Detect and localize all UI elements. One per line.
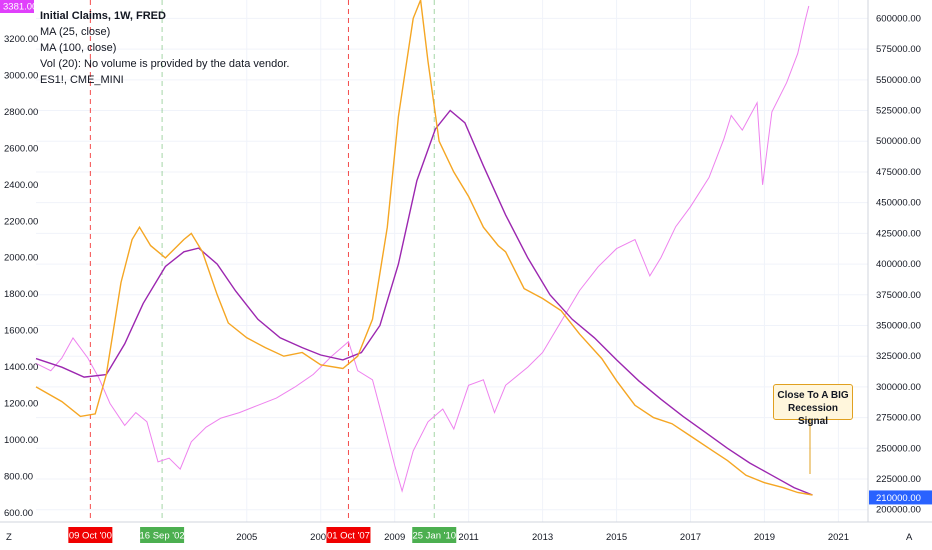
callout-line-2: Recession Signal	[787, 403, 839, 427]
callout-line-1: Close To A BIG	[777, 390, 849, 401]
left-axis-tick-label: 2600.00	[4, 143, 38, 154]
left-axis-tick-label: 1400.00	[4, 362, 38, 373]
right-axis-tick-label: 500000.00	[876, 136, 921, 147]
right-axis-tick-label: 600000.00	[876, 13, 921, 24]
legend-ma100[interactable]: MA (100, close)	[40, 42, 117, 54]
time-axis-date-badge-text: 16 Sep '02	[140, 531, 185, 542]
right-axis-tick-label: 525000.00	[876, 106, 921, 117]
left-axis-tick-label: 2400.00	[4, 180, 38, 191]
time-axis-date-badge	[68, 527, 113, 543]
series-line-ma-100-close-	[35, 109, 813, 496]
right-axis-tick-label: 350000.00	[876, 320, 921, 331]
time-axis-tick-label: 2017	[680, 532, 701, 543]
series-lines	[35, 0, 813, 496]
legend-volume[interactable]: Vol (20): No volume is provided by the d…	[40, 58, 290, 70]
time-axis-tick-label: 2021	[828, 532, 849, 543]
time-axis-date-badge	[412, 527, 457, 543]
left-axis-current-badge	[0, 0, 34, 13]
legend-ma25[interactable]: MA (25, close)	[40, 26, 111, 38]
time-axis-date-badge	[326, 527, 371, 543]
right-axis-tick-label: 275000.00	[876, 413, 921, 424]
left-axis-tick-label: 800.00	[4, 471, 33, 482]
time-axis-tick-label: 2007	[310, 532, 331, 543]
left-price-axis[interactable]: 3200.00 3000.00 2800.00 2600.00 2400.00 2200.…	[0, 0, 38, 519]
time-axis-tick-label: 2019	[754, 532, 775, 543]
auto-scale-icon: A	[906, 532, 913, 543]
right-axis-current-badge	[869, 490, 932, 505]
series-line-ma-25-close-	[35, 0, 813, 496]
right-axis-tick-label: 200000.00	[876, 505, 921, 516]
time-axis-tick-label: 2009	[384, 532, 405, 543]
legend-es[interactable]: ES1!, CME_MINI	[40, 74, 124, 86]
left-axis-tick-label: 3200.00	[4, 34, 38, 45]
time-axis-date-badge	[140, 527, 185, 543]
series-line-es1-cme-mini	[35, 5, 810, 493]
right-axis-tick-label: 400000.00	[876, 259, 921, 270]
left-axis-tick-label: 1200.00	[4, 399, 38, 410]
recession-callout[interactable]: Close To A BIG Recession Signal	[773, 384, 853, 427]
time-axis-tick-label: 2005	[236, 532, 257, 543]
time-axis[interactable]: 2005 2007 2009 2011 2013 2015 2017 2019 2021 09 O…	[6, 527, 913, 543]
timezone-icon: Z	[6, 532, 12, 543]
right-axis-tick-label: 300000.00	[876, 382, 921, 393]
time-axis-tick-label: 2015	[606, 532, 627, 543]
right-axis-tick-label: 325000.00	[876, 351, 921, 362]
time-axis-tick-label: 2011	[458, 532, 478, 543]
chart-legend: Initial Claims, 1W, FRED MA (25, close) …	[40, 8, 289, 88]
left-axis-tick-label: 2800.00	[4, 107, 38, 118]
recession-markers	[89, 0, 435, 522]
right-axis-tick-label: 225000.00	[876, 474, 921, 485]
legend-title[interactable]: Initial Claims, 1W, FRED	[40, 10, 166, 22]
left-axis-tick-label: 1600.00	[4, 326, 38, 337]
right-axis-tick-label: 375000.00	[876, 290, 921, 301]
left-axis-tick-label: 3000.00	[4, 70, 38, 81]
right-axis-tick-label: 575000.00	[876, 44, 921, 55]
right-price-axis[interactable]: 600000.00 575000.00 550000.00 525000.00 5000…	[869, 13, 932, 516]
right-axis-tick-label: 475000.00	[876, 167, 921, 178]
grid-lines	[36, 0, 868, 522]
time-axis-date-badge-text: 09 Oct '00	[69, 531, 112, 542]
right-axis-tick-label: 550000.00	[876, 75, 921, 86]
left-axis-tick-label: 1000.00	[4, 435, 38, 446]
right-axis-current-badge-text: 210000.00	[876, 493, 921, 504]
right-axis-tick-label: 450000.00	[876, 198, 921, 209]
left-axis-tick-label: 1800.00	[4, 289, 38, 300]
right-axis-tick-label: 425000.00	[876, 228, 921, 239]
left-axis-tick-label: 600.00	[4, 508, 33, 519]
left-axis-tick-label: 2000.00	[4, 253, 38, 264]
time-axis-tick-label: 2013	[532, 532, 553, 543]
left-axis-tick-label: 2200.00	[4, 216, 38, 227]
time-axis-date-badge-text: 25 Jan '10	[412, 531, 456, 542]
right-axis-tick-label: 250000.00	[876, 443, 921, 454]
time-axis-date-badge-text: 01 Oct '07	[327, 531, 370, 542]
left-axis-current-badge-text: 3381.00	[3, 2, 37, 13]
